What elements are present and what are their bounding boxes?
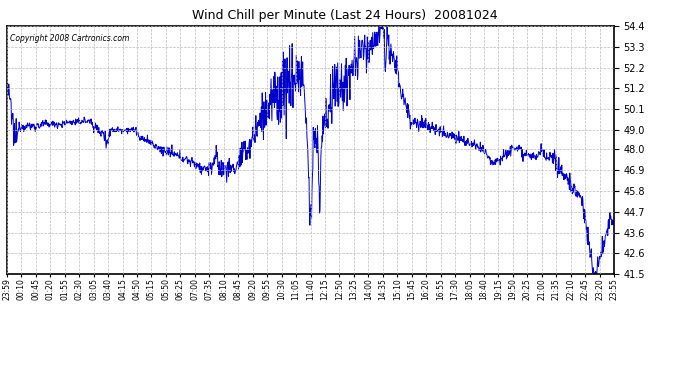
Text: Wind Chill per Minute (Last 24 Hours)  20081024: Wind Chill per Minute (Last 24 Hours) 20… (193, 9, 497, 22)
Text: Copyright 2008 Cartronics.com: Copyright 2008 Cartronics.com (10, 34, 129, 43)
